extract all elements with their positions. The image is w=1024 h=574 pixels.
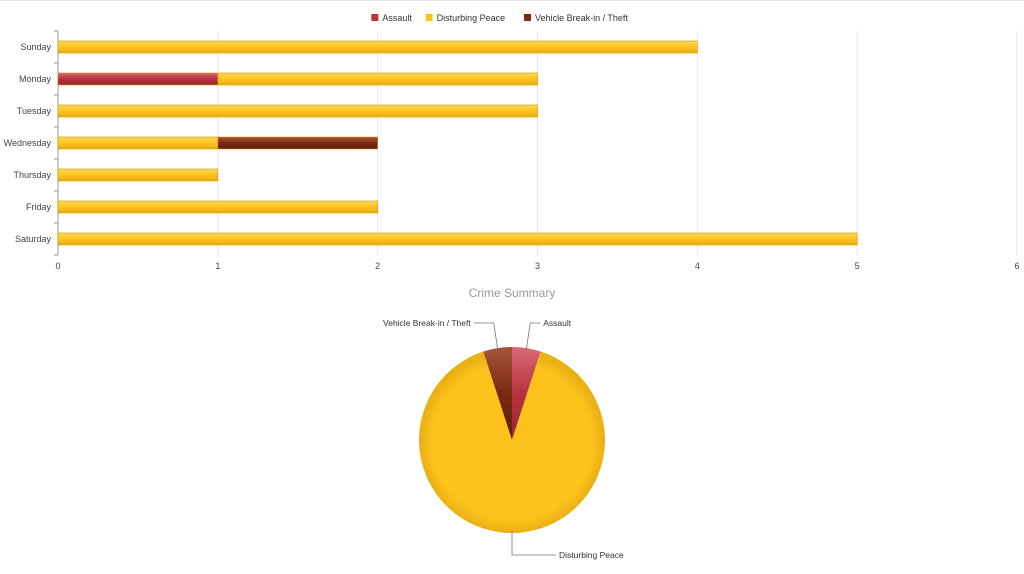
axes: [54, 30, 59, 256]
legend-label-vehicle-break-in-theft[interactable]: Vehicle Break-in / Theft: [535, 13, 628, 23]
bar-disturbing-peace-friday[interactable]: [57, 200, 378, 214]
category-label-thursday: Thursday: [13, 170, 51, 180]
x-tick-label: 6: [1014, 261, 1019, 271]
pie-slice-assault[interactable]: [512, 347, 541, 440]
category-label-saturday: Saturday: [15, 234, 52, 244]
chart-legend: Assault Disturbing Peace Vehicle Break-in …: [371, 13, 628, 23]
category-label-tuesday: Tuesday: [17, 106, 52, 116]
legend-label-disturbing-peace[interactable]: Disturbing Peace: [437, 13, 506, 23]
top-divider: [0, 0, 1024, 1]
bar-disturbing-peace-wednesday[interactable]: [57, 136, 219, 150]
category-label-monday: Monday: [19, 74, 52, 84]
pie-chart-title: Crime Summary: [469, 286, 556, 300]
legend-swatch-assault[interactable]: [371, 14, 379, 21]
bar-disturbing-peace-thursday[interactable]: [57, 168, 219, 182]
pie-label-vehicle-break-in-theft: Vehicle Break-in / Theft: [383, 318, 471, 328]
legend-label-assault[interactable]: Assault: [382, 13, 412, 23]
pie-label-disturbing-peace: Disturbing Peace: [559, 550, 624, 560]
legend-swatch-vehicle-break-in-theft[interactable]: [524, 14, 532, 21]
x-tick-label: 1: [215, 261, 220, 271]
x-tick-label: 2: [375, 261, 380, 271]
y-axis-categories: Sunday Monday Tuesday Wednesday Thursday Frid…: [4, 42, 52, 244]
legend-swatch-disturbing-peace[interactable]: [425, 14, 433, 21]
bar-disturbing-peace-monday[interactable]: [217, 72, 538, 86]
bar-series: [57, 40, 858, 246]
bar-vehicle-break-in-theft-wednesday[interactable]: [217, 136, 378, 150]
x-tick-label: 4: [695, 261, 700, 271]
category-label-wednesday: Wednesday: [4, 138, 52, 148]
x-tick-label: 0: [55, 261, 60, 271]
bar-disturbing-peace-tuesday[interactable]: [57, 104, 538, 118]
x-axis-ticks: 0 1 2 3 4 5 6: [55, 261, 1019, 271]
x-tick-label: 5: [855, 261, 860, 271]
pie-connector-vehicle-break-in-theft: [473, 322, 499, 351]
pie-slice-disturbing-peace[interactable]: [419, 351, 605, 534]
pie-label-assault: Assault: [543, 318, 572, 328]
pie-connector-disturbing-peace: [511, 531, 556, 556]
pie-connector-assault: [525, 322, 541, 351]
x-tick-label: 3: [535, 261, 540, 271]
category-label-sunday: Sunday: [20, 42, 51, 52]
pie-chart: Assault Disturbing Peace Vehicle Break-in …: [383, 318, 624, 560]
bar-disturbing-peace-sunday[interactable]: [57, 40, 698, 54]
pie-slice-vehicle-break-in-theft[interactable]: [483, 347, 512, 440]
grid-lines: [217, 31, 1018, 255]
category-label-friday: Friday: [26, 202, 52, 212]
bar-disturbing-peace-saturday[interactable]: [57, 232, 858, 246]
bar-assault-monday[interactable]: [57, 72, 219, 86]
